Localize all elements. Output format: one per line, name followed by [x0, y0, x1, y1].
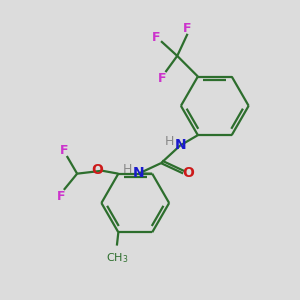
Text: N: N — [133, 167, 145, 180]
Text: O: O — [91, 163, 103, 177]
Text: F: F — [57, 190, 65, 203]
Text: CH$_3$: CH$_3$ — [106, 251, 128, 265]
Text: O: O — [182, 167, 194, 180]
Text: F: F — [183, 22, 192, 35]
Text: F: F — [158, 72, 167, 85]
Text: H: H — [164, 135, 174, 148]
Text: N: N — [174, 139, 186, 152]
Text: F: F — [60, 144, 68, 157]
Text: H: H — [123, 164, 133, 176]
Text: F: F — [152, 31, 160, 44]
